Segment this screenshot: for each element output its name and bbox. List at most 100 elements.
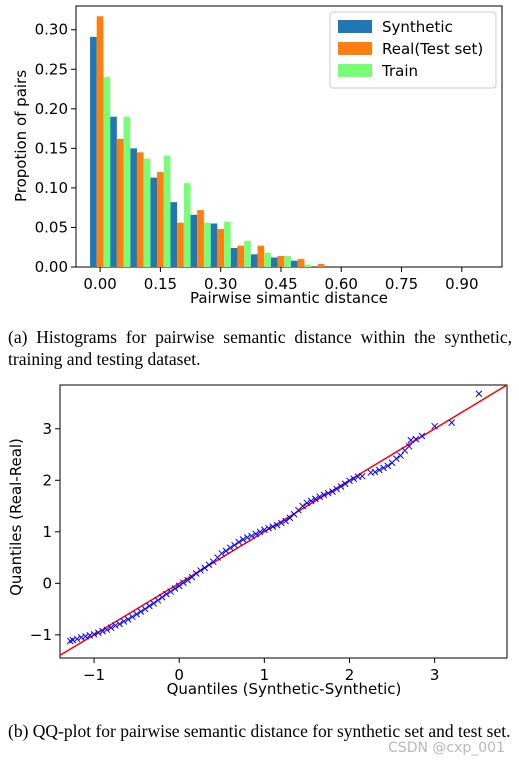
hist-x-tick-label: 0.45 — [264, 275, 297, 293]
qq-point — [197, 567, 204, 574]
qq-point — [358, 472, 366, 480]
hist-bar — [157, 172, 164, 267]
qq-point — [69, 636, 77, 644]
qq-point — [269, 523, 277, 531]
qq-x-tick-label: −1 — [83, 666, 105, 684]
hist-y-tick-label: 0.10 — [35, 179, 68, 197]
qq-point — [333, 485, 341, 493]
qq-reference-line — [60, 385, 507, 657]
legend-swatch — [338, 42, 372, 55]
qq-point — [392, 455, 400, 463]
qq-point — [418, 432, 426, 440]
qq-point — [260, 526, 268, 534]
qq-point — [124, 616, 132, 623]
qq-point — [111, 622, 119, 629]
qq-point — [129, 613, 136, 621]
qq-point — [103, 626, 111, 634]
hist-x-tick-label: 0.15 — [144, 275, 177, 293]
hist-x-tick-label: 0.75 — [385, 275, 418, 293]
qq-point — [205, 561, 213, 569]
qq-x-tick-label: 1 — [260, 666, 270, 684]
qq-point — [167, 588, 175, 595]
qq-point — [201, 564, 209, 572]
hist-bar — [163, 155, 171, 267]
hist-y-tick-label: 0.15 — [35, 139, 68, 157]
qq-point — [475, 390, 483, 398]
hist-bar — [230, 248, 238, 267]
qq-x-axis-label: Quantiles (Synthetic-Synthetic) — [167, 680, 402, 698]
qq-point — [312, 495, 319, 503]
qq-point — [252, 530, 260, 538]
qq-plot-chart: −1 0 1 2 3 −1 0 1 2 3 Quantiles (Synthetic-Synth… — [7, 384, 508, 698]
hist-bar — [197, 210, 204, 267]
hist-bar — [103, 77, 111, 267]
qq-point — [94, 629, 102, 637]
caption-a: (a) Histograms for pairwise semantic dis… — [8, 327, 512, 369]
qq-point — [99, 627, 106, 635]
qq-x-tick-label: 2 — [345, 666, 355, 684]
hist-bar — [250, 254, 258, 267]
qq-x-tick-label: 3 — [430, 666, 440, 684]
qq-point — [431, 422, 438, 430]
hist-bar — [190, 214, 198, 267]
legend-swatch — [338, 20, 372, 33]
qq-y-tick-label: 3 — [42, 420, 52, 438]
qq-point — [107, 624, 115, 631]
qq-point — [137, 608, 145, 615]
qq-point — [180, 579, 187, 587]
legend-label: Real(Test set) — [382, 40, 483, 58]
hist-y-tick-label: 0.20 — [35, 100, 68, 118]
qq-point — [341, 480, 349, 488]
hist-y-tick-label: 0.05 — [35, 218, 68, 236]
hist-legend: Synthetic Real(Test set) Train — [329, 11, 497, 89]
qq-point — [82, 633, 89, 640]
qq-point — [375, 466, 383, 474]
hist-bar — [150, 177, 158, 267]
qq-point — [346, 477, 353, 485]
qq-point — [218, 550, 226, 557]
qq-point — [235, 538, 243, 546]
qq-point — [171, 585, 179, 592]
hist-x-tick-label: 0.60 — [325, 275, 358, 293]
qq-point — [371, 468, 379, 476]
hist-bar — [90, 36, 97, 267]
qq-point — [86, 631, 94, 639]
hist-x-axis-label: Pairwise simantic distance — [190, 289, 388, 307]
qq-point — [184, 576, 192, 584]
qq-point — [380, 464, 387, 472]
hist-bar — [210, 223, 218, 267]
qq-point — [324, 489, 332, 497]
qq-point — [299, 502, 307, 510]
qq-point — [307, 497, 315, 505]
qq-x-tick-label: 0 — [174, 666, 184, 684]
legend-swatch — [338, 64, 372, 77]
qq-point — [239, 536, 247, 543]
hist-x-tick-label: 0.00 — [83, 275, 116, 293]
hist-bar — [110, 116, 117, 268]
hist-bar — [317, 263, 325, 267]
qq-point — [316, 493, 324, 501]
hist-bar — [130, 148, 137, 267]
hist-bar — [183, 183, 191, 267]
legend-label: Synthetic — [382, 18, 453, 36]
hist-bar — [123, 116, 131, 268]
hist-y-tick-label: 0.00 — [35, 258, 68, 276]
hist-bar — [237, 245, 245, 267]
hist-bar — [244, 240, 251, 267]
qq-point — [231, 541, 238, 549]
hist-y-tick-label: 0.25 — [35, 60, 68, 78]
qq-y-tick-label: 0 — [42, 574, 52, 592]
hist-bar — [297, 259, 305, 267]
qq-point — [397, 452, 404, 459]
qq-point — [73, 635, 81, 643]
hist-bar — [264, 252, 271, 267]
qq-point — [303, 499, 311, 507]
qq-point — [226, 544, 234, 552]
histogram-chart: 0.00 0.15 0.30 0.45 0.60 0.75 0.90 0.00 0.05 0.1… — [12, 5, 503, 307]
qq-point — [329, 488, 336, 495]
qq-y-tick-label: 1 — [42, 523, 52, 541]
qq-point — [448, 419, 456, 426]
qq-point — [120, 618, 128, 625]
hist-x-tick-label: 0.90 — [445, 275, 478, 293]
qq-y-tick-label: 2 — [42, 471, 52, 489]
